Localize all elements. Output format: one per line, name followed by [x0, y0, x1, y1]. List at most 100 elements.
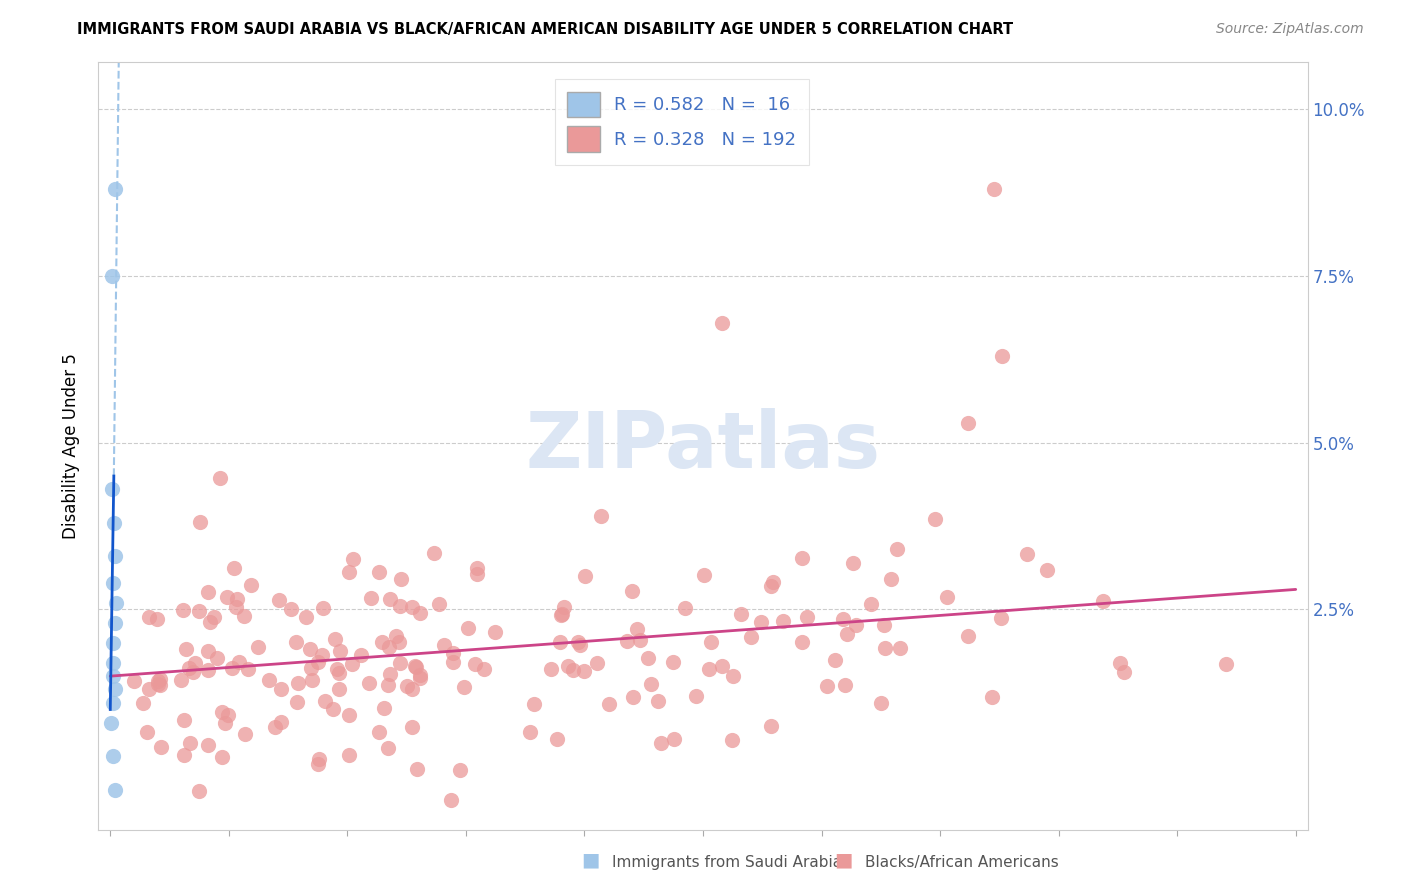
Point: [457, 621, 479, 635]
Point: [337, 708, 360, 723]
Point: [170, 673, 193, 687]
Point: [263, 720, 285, 734]
Text: ■: ■: [834, 851, 853, 870]
Point: [103, 516, 125, 530]
Point: [569, 638, 592, 652]
Point: [433, 638, 456, 652]
Point: [550, 608, 572, 623]
Point: [409, 606, 432, 620]
Point: [233, 609, 256, 624]
Point: [328, 665, 350, 680]
Point: [377, 678, 399, 692]
Point: [762, 574, 785, 589]
Point: [710, 316, 733, 330]
Point: [146, 677, 169, 691]
Text: IMMIGRANTS FROM SAUDI ARABIA VS BLACK/AFRICAN AMERICAN DISABILITY AGE UNDER 5 CO: IMMIGRANTS FROM SAUDI ARABIA VS BLACK/AF…: [77, 22, 1014, 37]
Point: [104, 682, 127, 697]
Point: [367, 566, 389, 580]
Point: [889, 640, 911, 655]
Point: [138, 610, 160, 624]
Point: [598, 697, 620, 711]
Point: [388, 635, 411, 649]
Point: [378, 592, 401, 607]
Point: [1035, 563, 1057, 577]
Point: [173, 714, 195, 728]
Point: [340, 657, 363, 671]
Legend: R = 0.582   N =  16, R = 0.328   N = 192: R = 0.582 N = 16, R = 0.328 N = 192: [555, 79, 808, 164]
Point: [650, 736, 672, 750]
Point: [574, 664, 596, 678]
Point: [146, 612, 169, 626]
Point: [567, 635, 589, 649]
Text: Source: ZipAtlas.com: Source: ZipAtlas.com: [1216, 22, 1364, 37]
Point: [101, 575, 124, 590]
Point: [311, 648, 333, 662]
Point: [405, 763, 427, 777]
Point: [711, 658, 734, 673]
Point: [122, 673, 145, 688]
Point: [519, 725, 541, 739]
Point: [388, 599, 411, 614]
Point: [307, 655, 329, 669]
Point: [233, 726, 256, 740]
Point: [146, 674, 169, 689]
Point: [1015, 548, 1038, 562]
Point: [184, 656, 207, 670]
Point: [792, 551, 814, 566]
Point: [104, 549, 127, 563]
Point: [697, 662, 720, 676]
Point: [101, 268, 124, 283]
Point: [561, 663, 583, 677]
Point: [389, 656, 412, 670]
Point: [574, 568, 596, 582]
Point: [360, 591, 382, 605]
Point: [197, 584, 219, 599]
Point: [886, 541, 908, 556]
Point: [136, 725, 159, 739]
Point: [693, 568, 716, 582]
Point: [209, 470, 232, 484]
Point: [138, 681, 160, 696]
Point: [269, 593, 291, 607]
Point: [198, 615, 221, 629]
Point: [307, 756, 329, 771]
Point: [217, 590, 239, 604]
Point: [423, 546, 446, 560]
Point: [626, 622, 648, 636]
Point: [869, 696, 891, 710]
Point: [467, 561, 489, 575]
Point: [100, 715, 122, 730]
Point: [860, 598, 883, 612]
Point: [815, 679, 838, 693]
Text: ■: ■: [581, 851, 600, 870]
Point: [287, 676, 309, 690]
Point: [730, 607, 752, 621]
Point: [221, 661, 243, 675]
Point: [557, 658, 579, 673]
Point: [464, 657, 486, 671]
Point: [103, 182, 125, 196]
Point: [761, 719, 783, 733]
Point: [1112, 665, 1135, 680]
Point: [149, 672, 172, 686]
Point: [405, 660, 427, 674]
Point: [350, 648, 373, 662]
Text: Immigrants from Saudi Arabia: Immigrants from Saudi Arabia: [612, 855, 842, 870]
Text: Blacks/African Americans: Blacks/African Americans: [865, 855, 1059, 870]
Point: [211, 750, 233, 764]
Point: [224, 561, 246, 575]
Point: [640, 676, 662, 690]
Point: [472, 662, 495, 676]
Point: [700, 635, 723, 649]
Point: [845, 617, 868, 632]
Y-axis label: Disability Age Under 5: Disability Age Under 5: [62, 353, 80, 539]
Point: [990, 349, 1012, 363]
Point: [553, 599, 575, 614]
Point: [465, 566, 488, 581]
Point: [983, 182, 1005, 196]
Point: [637, 651, 659, 665]
Point: [240, 577, 263, 591]
Point: [207, 651, 229, 665]
Point: [628, 633, 651, 648]
Point: [172, 603, 194, 617]
